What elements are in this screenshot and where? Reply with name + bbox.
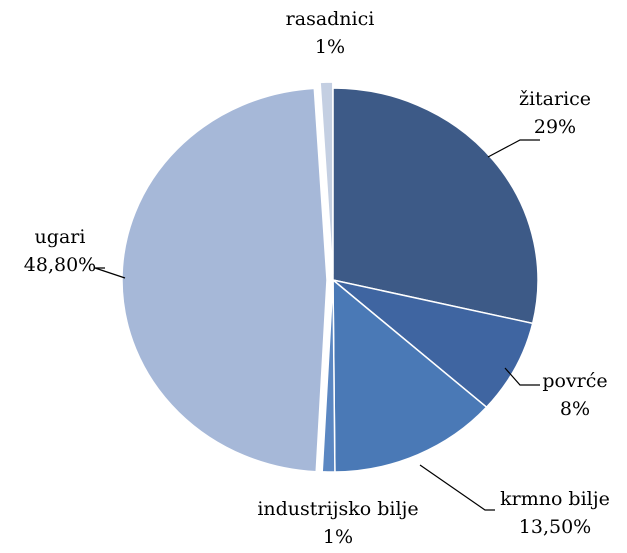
value-label: 29% (534, 116, 576, 138)
value-label: 8% (560, 398, 590, 420)
category-label: ugari (35, 226, 86, 248)
value-label: 13,50% (519, 516, 591, 538)
pie-slice (321, 279, 336, 473)
pie-slice (332, 87, 539, 325)
leader-line (487, 139, 540, 158)
value-label: 1% (323, 526, 353, 548)
value-label: 1% (315, 36, 345, 58)
value-label: 48,80% (24, 254, 96, 276)
category-label: industrijsko bilje (257, 498, 418, 520)
category-label: rasadnici (286, 8, 375, 30)
pie-slice (121, 87, 328, 473)
labels: žitarice 29% povrće 8% krmno bilje 13,50% indu… (24, 8, 610, 548)
category-label: krmno bilje (500, 488, 610, 510)
pie-slice (332, 279, 534, 409)
pie-slice (319, 81, 334, 275)
leader-line (419, 464, 495, 511)
pie-slice (332, 278, 488, 473)
leader-line (504, 367, 540, 386)
category-label: žitarice (519, 88, 591, 110)
leader-line (94, 267, 126, 279)
category-label: povrće (542, 370, 607, 392)
pie (121, 81, 539, 473)
